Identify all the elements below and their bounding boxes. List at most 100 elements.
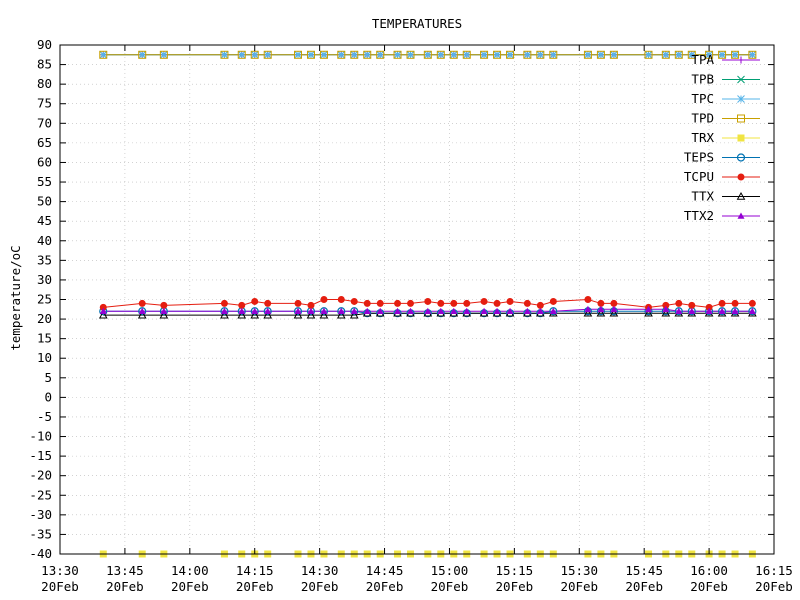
x-tick-date: 20Feb — [431, 579, 469, 594]
data-point-tpc — [462, 50, 471, 59]
y-tick-label: 55 — [37, 174, 52, 189]
data-point-tpc — [705, 50, 713, 59]
data-point-ttx2 — [662, 305, 670, 313]
legend-marker-tpa — [737, 56, 745, 64]
data-point-tpc — [480, 50, 488, 59]
x-tick-time: 14:00 — [171, 563, 209, 578]
x-tick-date: 20Feb — [690, 579, 728, 594]
data-point-tcpu — [294, 299, 302, 307]
x-tick-date: 20Feb — [41, 579, 79, 594]
y-tick-label: -15 — [29, 448, 52, 463]
data-point-tpc — [661, 50, 670, 59]
legend-label-tcpu: TCPU — [684, 169, 714, 184]
data-point-tpd — [748, 50, 757, 59]
data-point-tcpu — [688, 301, 696, 309]
data-point-tpd — [220, 50, 229, 59]
data-point-ttx — [336, 310, 346, 319]
chart-title: TEMPERATURES — [372, 16, 462, 31]
data-point-tcpu — [337, 296, 345, 303]
data-point-tpc — [250, 50, 259, 59]
data-point-tpc — [536, 50, 545, 59]
data-point-ttx2 — [450, 307, 458, 315]
x-tick-time: 14:30 — [301, 563, 339, 578]
data-point-tpc — [597, 50, 605, 59]
x-tick-date: 20Feb — [301, 579, 339, 594]
data-point-tcpu — [718, 299, 726, 307]
data-point-ttx2 — [536, 307, 544, 315]
data-point-tcpu — [363, 299, 371, 307]
data-point-tpc — [449, 50, 458, 59]
x-tick-time: 13:45 — [106, 563, 144, 578]
legend-marker-ttx — [736, 191, 746, 200]
data-point-tpd — [406, 50, 415, 59]
legend-marker-tcpu — [737, 173, 745, 181]
data-point-ttx2 — [463, 307, 471, 315]
data-point-ttx2 — [294, 307, 302, 315]
y-tick-label: 90 — [37, 37, 52, 52]
data-point-tpc — [263, 50, 272, 59]
data-point-tcpu — [536, 301, 544, 309]
data-point-ttx2 — [645, 305, 653, 313]
data-point-tcpu — [506, 297, 514, 305]
y-tick-label: 35 — [37, 252, 52, 267]
y-tick-label: -30 — [29, 507, 52, 522]
data-point-tpd — [99, 50, 108, 59]
x-tick-date: 20Feb — [236, 579, 274, 594]
legend-label-tpc: TPC — [691, 91, 714, 106]
legend-marker-tpb — [737, 75, 745, 84]
data-point-tpd — [376, 50, 385, 59]
data-point-tcpu — [264, 299, 272, 307]
data-point-ttx — [306, 310, 316, 319]
data-point-tpc — [406, 50, 415, 59]
x-tick-date: 20Feb — [106, 579, 144, 594]
legend-item-teps: TEPS — [684, 150, 760, 165]
data-point-ttx2 — [584, 305, 592, 313]
legend-item-tpc: TPC — [691, 91, 760, 106]
data-point-tpd — [731, 50, 740, 59]
y-tick-label: 40 — [37, 233, 52, 248]
series-points-ttx2 — [99, 305, 756, 315]
data-point-tcpu — [437, 299, 445, 307]
data-point-tcpu — [584, 296, 592, 303]
legend-item-trx: TRX — [691, 130, 760, 145]
data-point-tpc — [99, 50, 108, 59]
legend-label-trx: TRX — [691, 130, 714, 145]
data-point-ttx — [644, 308, 653, 317]
y-tick-label: 5 — [44, 370, 52, 385]
data-point-tcpu — [705, 303, 713, 311]
y-tick-label: 75 — [37, 96, 52, 111]
y-tick-label: -25 — [29, 487, 52, 502]
y-tick-label: 15 — [37, 331, 52, 346]
data-point-tpd — [250, 50, 259, 59]
data-point-ttx2 — [610, 305, 618, 313]
data-point-tpd — [687, 50, 696, 59]
data-point-ttx2 — [480, 307, 488, 315]
data-point-tpc — [748, 50, 757, 59]
data-point-tpc — [363, 50, 372, 59]
data-point-tpd — [506, 50, 515, 59]
data-point-tcpu — [376, 299, 384, 307]
data-point-tpc — [237, 50, 246, 59]
data-point-ttx — [263, 310, 273, 319]
data-point-ttx2 — [220, 307, 228, 315]
series-points-tpc — [99, 50, 757, 59]
data-point-tpc — [731, 50, 739, 59]
data-point-ttx2 — [363, 307, 371, 315]
legend-label-tpa: TPA — [691, 52, 714, 67]
x-tick-time: 16:00 — [690, 563, 728, 578]
data-point-tpd — [462, 50, 471, 59]
data-point-ttx — [159, 310, 169, 319]
data-point-tpc — [350, 50, 359, 59]
data-point-tcpu — [138, 299, 146, 307]
data-point-tpc — [644, 50, 653, 59]
data-point-tpc — [584, 50, 592, 59]
data-point-tcpu — [407, 299, 415, 307]
data-point-ttx — [98, 310, 108, 319]
y-tick-label: 25 — [37, 292, 52, 307]
data-point-ttx2 — [350, 307, 358, 315]
data-point-tpd — [661, 50, 670, 59]
data-point-tcpu — [675, 299, 683, 307]
data-point-tcpu — [731, 299, 739, 307]
legend-item-ttx2: TTX2 — [684, 208, 760, 223]
